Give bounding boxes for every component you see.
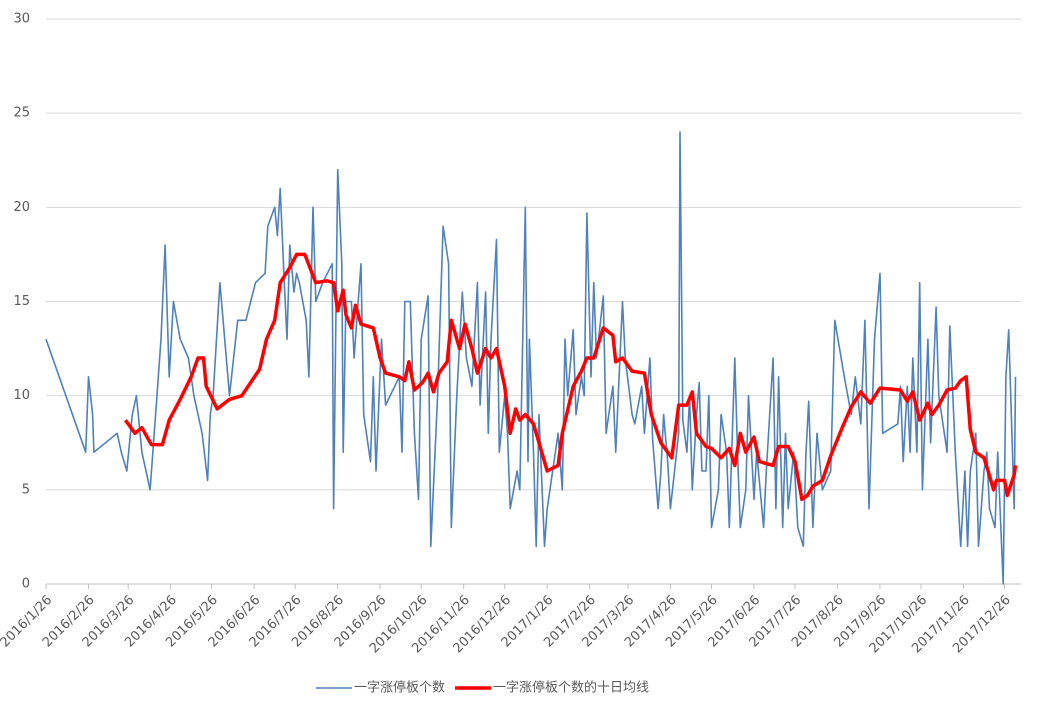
- series-line: [123, 252, 1018, 502]
- legend-item: 一字涨停板个数: [316, 680, 445, 696]
- y-tick-label: 5: [22, 482, 30, 497]
- y-tick-label: 10: [13, 388, 30, 403]
- legend-label: 一字涨停板个数: [354, 680, 445, 696]
- y-tick-label: 0: [22, 577, 30, 592]
- series-line: [45, 131, 1017, 585]
- y-tick-label: 30: [13, 12, 30, 27]
- legend-label: 一字涨停板个数的十日均线: [493, 680, 649, 696]
- y-tick-label: 15: [13, 294, 30, 309]
- y-tick-label: 25: [13, 106, 30, 121]
- y-tick-label: 20: [13, 200, 30, 215]
- legend-item: 一字涨停板个数的十日均线: [455, 680, 649, 696]
